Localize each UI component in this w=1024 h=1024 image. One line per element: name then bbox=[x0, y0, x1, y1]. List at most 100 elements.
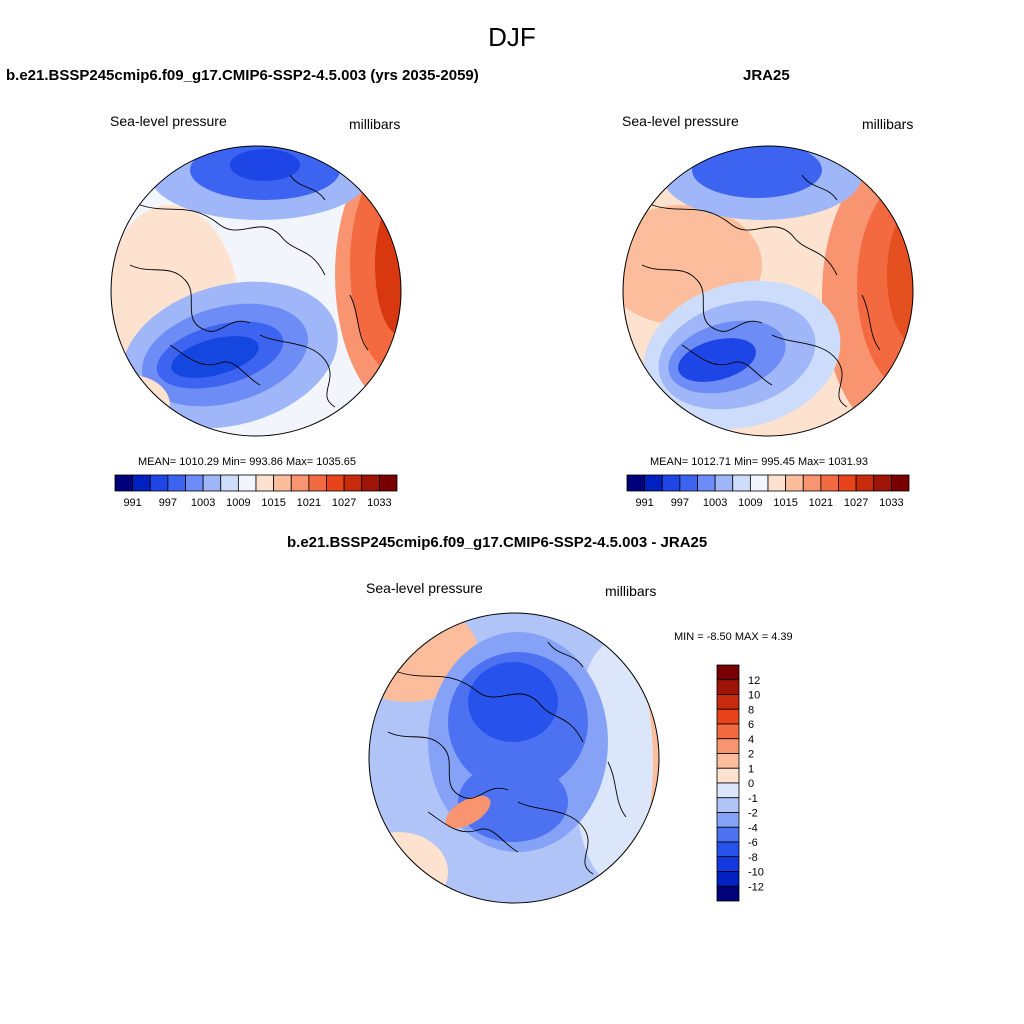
panel-3-colorbar-tick-label: -2 bbox=[748, 808, 758, 820]
panel-2-colorbar-box bbox=[802, 474, 822, 492]
panel-3-colorbar-tick-label: 4 bbox=[748, 734, 754, 746]
panel-3-variable-label: Sea-level pressure bbox=[366, 580, 483, 596]
coastline bbox=[259, 334, 336, 408]
panel-3-colorbar-tick-label: -12 bbox=[748, 881, 764, 893]
panel-3-colorbar-box bbox=[716, 841, 740, 858]
panel-1-title: b.e21.BSSP245cmip6.f09_g17.CMIP6-SSP2-4.… bbox=[6, 67, 479, 84]
panel-3-colorbar-box bbox=[716, 885, 740, 902]
panel-1-colorbar-box bbox=[378, 474, 398, 492]
coastline bbox=[681, 344, 773, 386]
map-border bbox=[622, 145, 914, 437]
panel-2-colorbar-box bbox=[679, 474, 698, 492]
panel-3-colorbar-tick-label: -1 bbox=[748, 793, 758, 805]
panel-3-colorbar-tick-label: -10 bbox=[748, 867, 764, 879]
panel-1-colorbar-box bbox=[202, 474, 222, 492]
panel-1-colorbar: 991 997 1003 1009 1015 1021 1027 1033 bbox=[114, 474, 398, 509]
panel-2-colorbar-box bbox=[838, 474, 857, 492]
panel-3-title: b.e21.BSSP245cmip6.f09_g17.CMIP6-SSP2-4.… bbox=[287, 534, 708, 551]
high-pressure bbox=[857, 175, 913, 395]
panel-1-colorbar-box bbox=[237, 474, 257, 492]
panel-2-colorbar-box bbox=[855, 474, 875, 492]
panel-2-colorbar-tick-label: 1015 bbox=[773, 497, 797, 509]
coastline bbox=[289, 174, 326, 201]
panel-1-colorbar-tick-label: 1015 bbox=[261, 497, 285, 509]
panel-3-colorbar-box bbox=[716, 782, 740, 799]
panel-3-stats: MIN = -8.50 MAX = 4.39 bbox=[674, 631, 793, 643]
panel-3-colorbar-tick-label: 6 bbox=[748, 719, 754, 731]
panel-2-colorbar-box bbox=[714, 474, 734, 492]
panel-3-colorbar-tick-label: 0 bbox=[748, 778, 754, 790]
panel-3-colorbar-tick-label: 8 bbox=[748, 704, 754, 716]
panel-2-colorbar-box bbox=[749, 474, 769, 492]
coastline bbox=[349, 294, 369, 351]
panel-1-colorbar-tick-label: 997 bbox=[159, 497, 177, 509]
map-field bbox=[369, 613, 659, 903]
positive-anomaly bbox=[369, 832, 448, 903]
panel-1-variable-label: Sea-level pressure bbox=[110, 113, 227, 129]
panel-2-stats: MEAN= 1012.71 Min= 995.45 Max= 1031.93 bbox=[650, 456, 869, 468]
panel-1-colorbar-box bbox=[255, 474, 275, 492]
coastline bbox=[139, 204, 326, 276]
panel-2-colorbar-tick-label: 1021 bbox=[809, 497, 833, 509]
panel-3-colorbar-tick-label: 2 bbox=[748, 749, 754, 761]
panel-1-colorbar-tick-label: 991 bbox=[123, 497, 141, 509]
panel-1-colorbar-tick-label: 1033 bbox=[367, 497, 391, 509]
panel-1-colorbar-tick-label: 1021 bbox=[297, 497, 321, 509]
panel-2-colorbar-tick-label: 1027 bbox=[844, 497, 868, 509]
coastline bbox=[129, 264, 251, 332]
panel-2-colorbar-box bbox=[626, 474, 646, 492]
high-pressure bbox=[887, 205, 913, 345]
panel-1-colorbar-box bbox=[308, 474, 327, 492]
panel-2-colorbar-box bbox=[697, 474, 716, 492]
panel-2-title: JRA25 bbox=[743, 67, 790, 84]
negative-anomaly bbox=[468, 662, 558, 742]
panel-1-colorbar-box bbox=[149, 474, 169, 492]
panel-2-variable-label: Sea-level pressure bbox=[622, 113, 739, 129]
high-pressure bbox=[111, 375, 170, 435]
panel-3-units-label: millibars bbox=[605, 583, 657, 599]
coastline bbox=[517, 801, 594, 875]
panel-1-map bbox=[110, 145, 402, 437]
high-pressure bbox=[350, 155, 401, 375]
panel-3-colorbar-tick-label: -4 bbox=[748, 822, 758, 834]
high-pressure bbox=[375, 195, 401, 335]
panel-3-colorbar-box bbox=[716, 694, 740, 710]
map-border bbox=[368, 612, 660, 904]
panel-2-colorbar-tick-label: 1009 bbox=[738, 497, 762, 509]
coastline bbox=[801, 174, 838, 201]
panel-1-stats: MEAN= 1010.29 Min= 993.86 Max= 1035.65 bbox=[138, 456, 357, 468]
coastline bbox=[651, 204, 838, 276]
panel-1-colorbar-tick-label: 1027 bbox=[332, 497, 356, 509]
page-title: DJF bbox=[488, 22, 536, 52]
panel-1-colorbar-box bbox=[132, 474, 151, 492]
panel-2-units-label: millibars bbox=[862, 116, 914, 132]
panel-1-colorbar-box bbox=[326, 474, 345, 492]
panel-1-colorbar-tick-label: 1009 bbox=[226, 497, 250, 509]
panel-2-colorbar: 991 997 1003 1009 1015 1021 1027 1033 bbox=[626, 474, 910, 509]
panel-1-colorbar-box bbox=[185, 474, 204, 492]
panel-2-colorbar-tick-label: 991 bbox=[635, 497, 653, 509]
low-pressure bbox=[171, 336, 259, 378]
map-border bbox=[110, 145, 402, 437]
panel-2-colorbar-box bbox=[820, 474, 839, 492]
panel-3-colorbar-box bbox=[716, 797, 740, 813]
panel-3-colorbar-box bbox=[716, 812, 740, 828]
panel-3-colorbar-box bbox=[716, 753, 740, 769]
panel-2-colorbar-box bbox=[873, 474, 892, 492]
panel-2-colorbar-box bbox=[732, 474, 751, 492]
panel-1-colorbar-box bbox=[361, 474, 380, 492]
coastline bbox=[427, 811, 519, 853]
panel-1-units-label: millibars bbox=[349, 116, 401, 132]
map-field bbox=[111, 146, 401, 436]
panel-3-colorbar-tick-label: -8 bbox=[748, 852, 758, 864]
negative-anomaly bbox=[458, 762, 568, 842]
coastline bbox=[547, 641, 584, 668]
map-field bbox=[623, 146, 913, 436]
panel-3-colorbar-box bbox=[716, 767, 740, 784]
coastline bbox=[771, 334, 848, 408]
panel-3-colorbar-box bbox=[716, 679, 740, 695]
panel-2-colorbar-tick-label: 997 bbox=[671, 497, 689, 509]
panel-1-colorbar-box bbox=[273, 474, 292, 492]
panel-3-colorbar-tick-label: 10 bbox=[748, 690, 760, 702]
